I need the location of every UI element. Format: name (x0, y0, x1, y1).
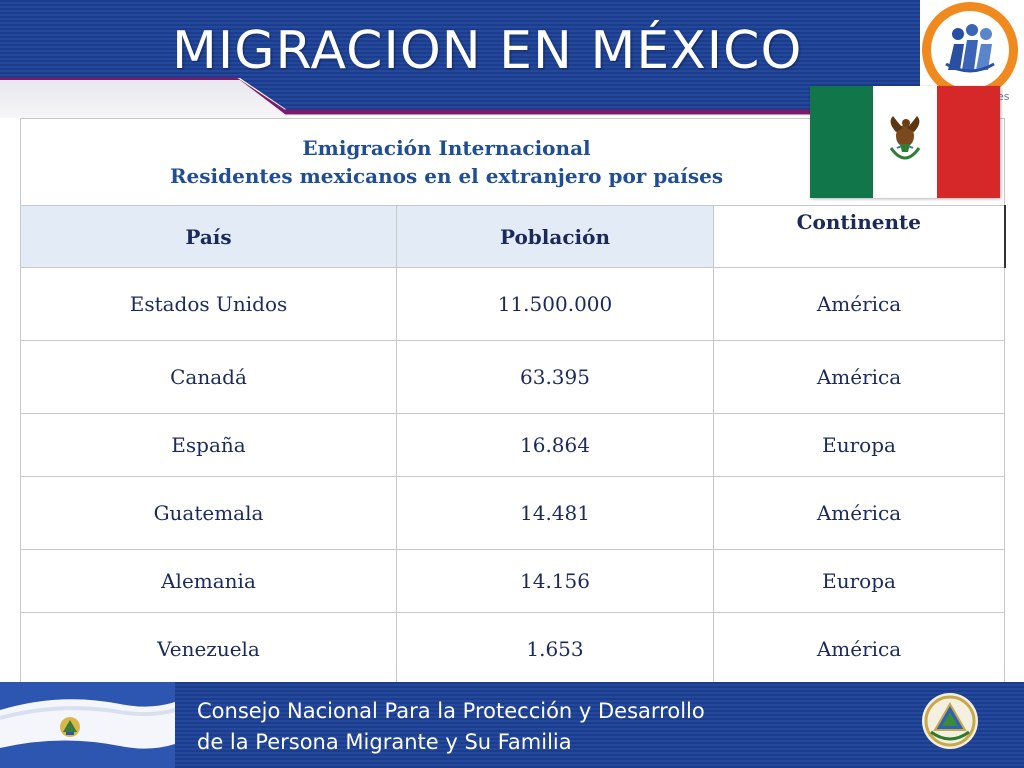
table-caption-line1: Emigración Internacional (302, 136, 591, 160)
page-title: MIGRACION EN MÉXICO (172, 21, 803, 81)
footer-line2: de la Persona Migrante y Su Familia (197, 730, 572, 754)
table-row: Venezuela 1.653 América (20, 612, 1006, 686)
cell-continent: Europa (712, 413, 1006, 477)
cell-population: 1.653 (396, 612, 714, 686)
emigration-table: Emigración Internacional Residentes mexi… (19, 118, 1006, 686)
cell-country: Guatemala (20, 476, 397, 550)
table-row: Canadá 63.395 América (20, 340, 1006, 414)
flag-green-stripe (810, 86, 874, 198)
table-row: Estados Unidos 11.500.000 América (20, 267, 1006, 341)
cell-continent: América (712, 476, 1006, 550)
footer-organization-name: Consejo Nacional Para la Protección y De… (197, 696, 705, 758)
column-header-country: País (20, 205, 397, 268)
table-caption-line2: Residentes mexicanos en el extranjero po… (169, 164, 724, 188)
table-header-row: País Población Continente (20, 205, 1006, 268)
cell-country: Alemania (20, 549, 397, 613)
logo-caption: es (997, 90, 1010, 103)
cell-continent: Europa (712, 549, 1006, 613)
el-salvador-flag-icon (0, 682, 175, 768)
cell-population: 14.481 (396, 476, 714, 550)
cell-population: 11.500.000 (396, 267, 714, 341)
cell-country: Canadá (20, 340, 397, 414)
el-salvador-seal-icon (922, 693, 978, 749)
mexico-flag-icon (810, 86, 1000, 198)
column-header-population: Población (396, 205, 714, 268)
cell-country: España (20, 413, 397, 477)
cell-continent: América (712, 340, 1006, 414)
header-grey-panel (0, 80, 290, 118)
cell-population: 16.864 (396, 413, 714, 477)
table-row: Alemania 14.156 Europa (20, 549, 1006, 613)
cell-country: Estados Unidos (20, 267, 397, 341)
flag-white-stripe (873, 86, 937, 198)
column-header-continent: Continente (712, 205, 1006, 268)
table-row: España 16.864 Europa (20, 413, 1006, 477)
footer-band: Consejo Nacional Para la Protección y De… (0, 682, 1024, 768)
cell-country: Venezuela (20, 612, 397, 686)
logo-ring (922, 2, 1018, 98)
eagle-emblem-icon (890, 116, 921, 160)
people-logo-icon (945, 24, 995, 73)
cell-continent: América (712, 612, 1006, 686)
table-row: Guatemala 14.481 América (20, 476, 1006, 550)
cell-continent: América (712, 267, 1006, 341)
cell-population: 14.156 (396, 549, 714, 613)
footer-line1: Consejo Nacional Para la Protección y De… (197, 699, 705, 723)
cell-population: 63.395 (396, 340, 714, 414)
flag-red-stripe (936, 86, 1000, 198)
